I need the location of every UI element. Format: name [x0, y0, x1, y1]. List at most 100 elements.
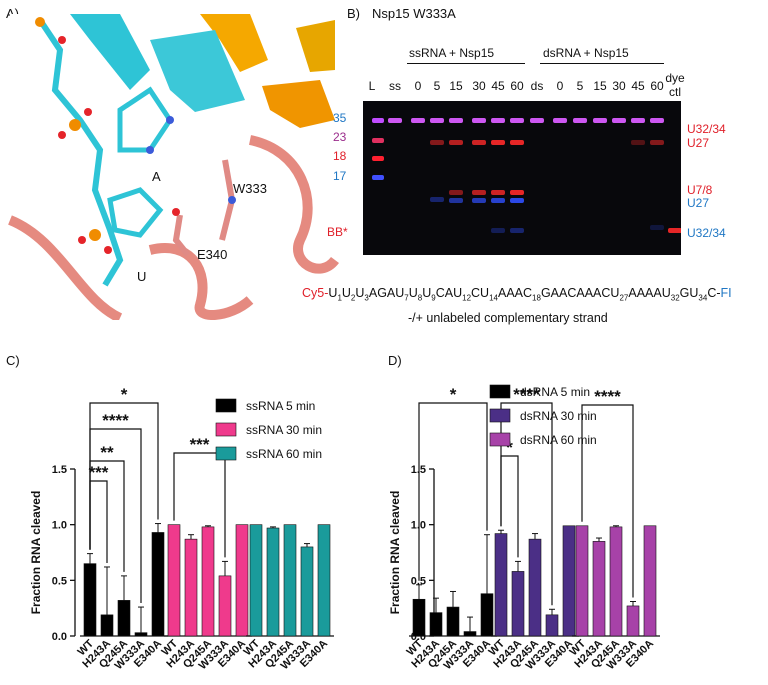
ladder-band: [372, 118, 384, 123]
y-tick-label: 1.5: [52, 464, 67, 476]
sequence-segment: U: [408, 286, 418, 300]
significance-label: ****: [102, 411, 129, 430]
bar: [317, 524, 331, 637]
gel-marker-left: BB*: [327, 225, 348, 239]
sequence-segment: AGAU: [368, 286, 405, 300]
full-length-band: [650, 118, 664, 123]
ribose-ring: [107, 187, 164, 238]
y-tick-label: 0.5: [411, 575, 426, 587]
significance-bracket: [418, 402, 488, 581]
legend-label: dsRNA 5 min: [520, 385, 590, 399]
ladder-band: [372, 138, 384, 143]
full-length-band: [612, 118, 626, 123]
lane-label: 30: [612, 79, 626, 93]
full-length-band: [411, 118, 425, 123]
lane-label: 45: [631, 79, 645, 93]
oxygen: [104, 246, 112, 254]
legend-swatch: [489, 384, 511, 399]
gel-marker-left: 23: [333, 130, 347, 144]
lane-label: dye ctl: [665, 71, 685, 99]
structure-label-a: A: [152, 169, 161, 184]
full-length-band: [430, 118, 444, 123]
gel-image: [363, 101, 681, 255]
oxygen: [84, 108, 92, 116]
oxygen: [58, 131, 66, 139]
cleavage-band: [472, 190, 486, 195]
nitrogen: [166, 116, 174, 124]
phosphate: [89, 229, 101, 241]
lane-label: 0: [414, 79, 422, 93]
sequence-segment: U: [355, 286, 365, 300]
cyan-ribbon: [150, 30, 245, 112]
significance-bracket: [89, 428, 142, 604]
bar: [545, 614, 559, 637]
bar: [266, 527, 280, 637]
sequence-suffix: FI: [720, 286, 732, 300]
full-length-band: [449, 118, 463, 123]
group-line-ss: [407, 63, 525, 64]
bar: [167, 524, 181, 637]
significance-bracket: [89, 402, 159, 550]
lane-label: ss: [389, 79, 401, 93]
gel-marker-right: U7/8: [687, 183, 713, 197]
sequence-position: 1: [337, 293, 342, 303]
lane-label: ds: [530, 79, 544, 93]
legend-swatch: [215, 446, 237, 461]
lane-label: 15: [593, 79, 607, 93]
legend-label: dsRNA 60 min: [520, 433, 597, 447]
bar: [117, 600, 131, 637]
sequence-prefix: Cy5-: [302, 286, 329, 300]
panel-c-label: C): [6, 353, 20, 368]
group-label-ss: ssRNA + Nsp15: [409, 46, 495, 60]
oxygen: [58, 36, 66, 44]
sequence-segment: GU: [679, 286, 699, 300]
beta-sheet-orange: [200, 14, 268, 72]
lane-label: 15: [449, 79, 463, 93]
sequence-segment: U: [328, 286, 338, 300]
bar: [283, 524, 297, 637]
lane-label: 5: [576, 79, 584, 93]
sequence-position: 3: [364, 293, 369, 303]
salmon-loop: [248, 135, 339, 274]
lane-label: 0: [556, 79, 564, 93]
legend-label: ssRNA 5 min: [246, 399, 315, 413]
lane-label: 45: [491, 79, 505, 93]
significance-label: *: [506, 438, 513, 457]
significance-label: ***: [89, 463, 109, 482]
cleavage-band: [472, 198, 486, 203]
sequence-position: 9: [431, 293, 436, 303]
full-length-band: [388, 118, 402, 123]
phosphate: [69, 119, 81, 131]
legend-label: ssRNA 60 min: [246, 447, 322, 461]
y-axis-label: Fraction RNA cleaved: [29, 491, 43, 615]
sequence-position: 18: [532, 293, 541, 303]
nitrogen: [146, 146, 154, 154]
gel-marker-right: U32/34: [687, 226, 726, 240]
lane-label: L: [368, 79, 376, 93]
cleavage-band: [510, 198, 524, 203]
adenine-ring: [117, 86, 174, 153]
sequence-position: 12: [462, 293, 472, 303]
significance-bracket: [500, 402, 553, 606]
lane-label: 30: [472, 79, 486, 93]
sequence-position: 32: [670, 293, 680, 303]
cleavage-band: [631, 140, 645, 145]
bar: [429, 612, 443, 637]
y-tick-label: 0.0: [52, 631, 67, 643]
beta-sheet-orange: [262, 80, 335, 128]
cleavage-band: [491, 140, 505, 145]
significance-label: ****: [513, 385, 540, 404]
legend-swatch: [489, 432, 511, 447]
cyan-ribbon: [70, 14, 150, 90]
y-tick-label: 1.0: [52, 520, 67, 532]
gel-marker-right: U27: [687, 196, 710, 210]
cleavage-band: [650, 140, 664, 145]
bar: [626, 605, 640, 637]
ladder-band: [372, 175, 384, 180]
panel-b-label: B): [347, 6, 360, 21]
cleavage-band: [650, 225, 664, 230]
sequence-segment: GAACAAACU: [540, 286, 620, 300]
